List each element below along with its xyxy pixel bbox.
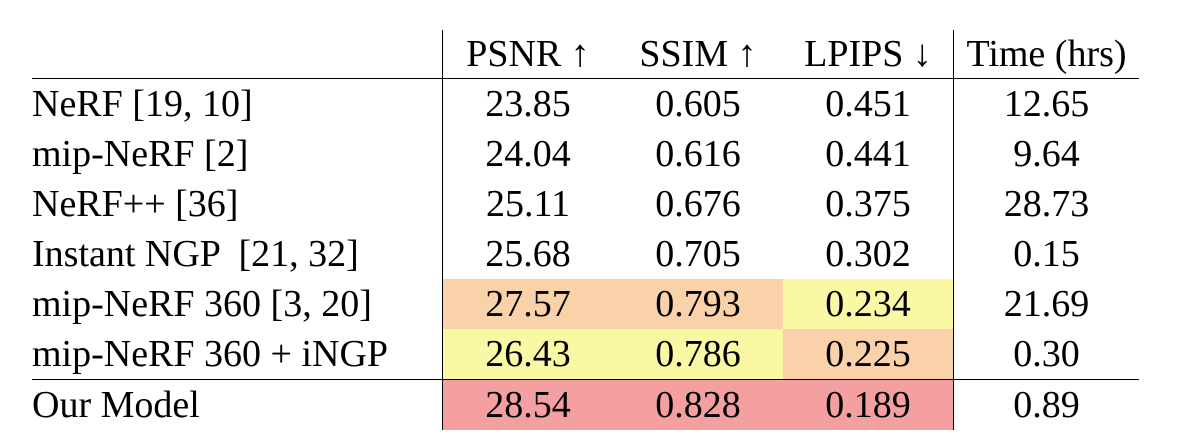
header-method bbox=[32, 30, 443, 79]
results-table: PSNR ↑ SSIM ↑ LPIPS ↓ Time (hrs) NeRF [1… bbox=[32, 30, 1139, 430]
time-cell: 0.15 bbox=[1013, 233, 1080, 275]
method-cell: mip-NeRF 360 [3, 20] bbox=[32, 283, 372, 325]
ssim-cell: 0.828 bbox=[613, 379, 783, 430]
lpips-cell: 0.225 bbox=[783, 329, 954, 380]
table-row: Our Model 28.54 0.828 0.189 0.89 bbox=[32, 379, 1139, 430]
psnr-cell: 26.43 bbox=[442, 329, 613, 380]
lpips-cell: 0.234 bbox=[783, 279, 954, 329]
lpips-cell: 0.451 bbox=[783, 78, 954, 129]
header-psnr: PSNR ↑ bbox=[442, 30, 613, 79]
method-cell: NeRF [19, 10] bbox=[32, 78, 443, 129]
lpips-cell: 0.302 bbox=[783, 229, 954, 279]
psnr-cell: 28.54 bbox=[442, 379, 613, 430]
table-row: mip-NeRF 360 [3, 20] 27.57 0.793 0.234 2… bbox=[32, 279, 1139, 329]
table-row: NeRF++ [36] 25.11 0.676 0.375 28.73 bbox=[32, 179, 1139, 229]
lpips-cell: 0.189 bbox=[783, 379, 954, 430]
psnr-cell: 27.57 bbox=[442, 279, 613, 329]
table-row: mip-NeRF [2] 24.04 0.616 0.441 9.64 bbox=[32, 129, 1139, 179]
ssim-cell: 0.786 bbox=[613, 329, 783, 380]
ssim-cell: 0.605 bbox=[613, 78, 783, 129]
method-cell: Instant NGP [21, 32] bbox=[32, 233, 359, 275]
time-cell: 0.30 bbox=[1013, 333, 1080, 375]
time-cell: 28.73 bbox=[1003, 183, 1090, 225]
ssim-cell: 0.793 bbox=[613, 279, 783, 329]
header-lpips: LPIPS ↓ bbox=[783, 30, 954, 79]
table-row: Instant NGP [21, 32] 25.68 0.705 0.302 0… bbox=[32, 229, 1139, 279]
lpips-cell: 0.441 bbox=[783, 129, 954, 179]
method-cell: NeRF++ [36] bbox=[32, 183, 239, 225]
ssim-cell: 0.616 bbox=[655, 133, 741, 175]
header-time: Time (hrs) bbox=[966, 33, 1127, 75]
table-row: mip-NeRF 360 + iNGP 26.43 0.786 0.225 0.… bbox=[32, 329, 1139, 380]
psnr-cell: 25.68 bbox=[442, 229, 613, 279]
header-row: PSNR ↑ SSIM ↑ LPIPS ↓ Time (hrs) bbox=[32, 30, 1139, 79]
header-ssim: SSIM ↑ bbox=[639, 33, 757, 75]
psnr-cell: 25.11 bbox=[442, 179, 613, 229]
time-cell: 12.65 bbox=[953, 78, 1139, 129]
method-cell: mip-NeRF 360 + iNGP bbox=[32, 333, 389, 375]
ssim-cell: 0.676 bbox=[655, 183, 741, 225]
method-cell: Our Model bbox=[32, 379, 443, 430]
lpips-cell: 0.375 bbox=[783, 179, 954, 229]
ssim-cell: 0.705 bbox=[655, 233, 741, 275]
method-cell: mip-NeRF [2] bbox=[32, 133, 249, 175]
table-row: NeRF [19, 10] 23.85 0.605 0.451 12.65 bbox=[32, 78, 1139, 129]
time-cell: 9.64 bbox=[1013, 133, 1080, 175]
time-cell: 21.69 bbox=[1003, 283, 1090, 325]
time-cell: 0.89 bbox=[953, 379, 1139, 430]
psnr-cell: 23.85 bbox=[442, 78, 613, 129]
psnr-cell: 24.04 bbox=[442, 129, 613, 179]
